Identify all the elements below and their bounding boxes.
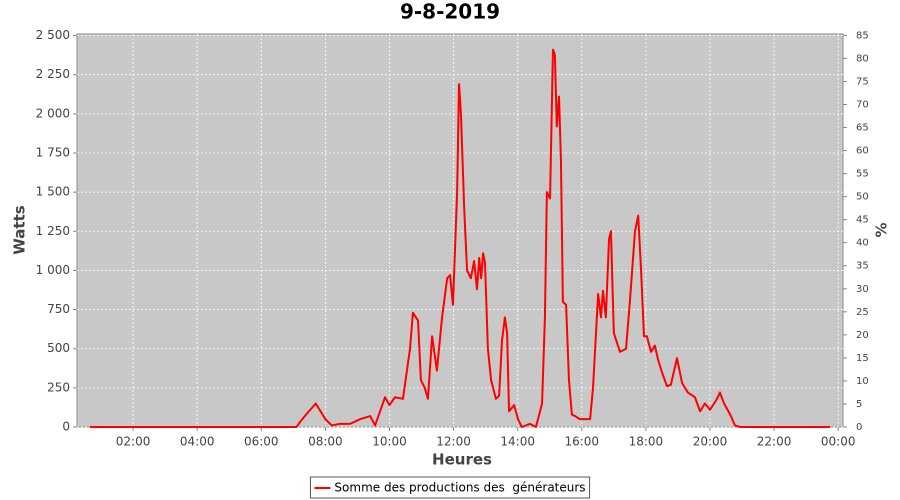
y-tick-label: 1 500 xyxy=(36,185,70,199)
y2-tick-label: 25 xyxy=(856,307,869,318)
x-axis-label: Heures xyxy=(432,451,492,469)
y2-tick-label: 55 xyxy=(856,169,869,180)
y2-tick-label: 10 xyxy=(856,376,869,387)
y2-tick-label: 15 xyxy=(856,353,869,364)
x-tick-label: 20:00 xyxy=(693,435,728,449)
y-tick-label: 2 250 xyxy=(36,67,70,81)
chart-title: 9-8-2019 xyxy=(400,0,500,24)
y2-tick-label: 60 xyxy=(856,146,869,157)
y-tick-label: 500 xyxy=(47,341,70,355)
x-tick-label: 16:00 xyxy=(564,435,599,449)
x-tick-label: 06:00 xyxy=(244,435,279,449)
y2-tick-label: 45 xyxy=(856,215,869,226)
y2-tick-label: 85 xyxy=(856,30,869,41)
y2-tick-label: 80 xyxy=(856,53,869,64)
x-tick-label: 10:00 xyxy=(372,435,407,449)
y-axis-label: Watts xyxy=(11,205,29,254)
y-tick-label: 0 xyxy=(62,420,70,434)
x-tick-label: 02:00 xyxy=(116,435,151,449)
x-tick-label: 22:00 xyxy=(757,435,792,449)
data-line xyxy=(89,48,831,428)
y2-tick-label: 65 xyxy=(856,123,869,134)
legend-box xyxy=(309,476,591,499)
y2-tick-label: 75 xyxy=(856,76,869,87)
y2-tick-label: 20 xyxy=(856,330,869,341)
y2-tick-label: 35 xyxy=(856,261,869,272)
x-tick-label: 18:00 xyxy=(629,435,664,449)
y-tick-label: 2 000 xyxy=(36,106,70,120)
y2-tick-label: 0 xyxy=(856,422,862,433)
legend-label: Somme des productions des générateurs xyxy=(334,481,585,495)
y-tick-label: 1 250 xyxy=(36,224,70,238)
y-tick-label: 1 000 xyxy=(36,263,70,277)
legend: Somme des productions des générateurs xyxy=(309,476,591,499)
y-tick-label: 1 750 xyxy=(36,145,70,159)
y2-tick-label: 70 xyxy=(856,99,869,110)
x-tick-label: 04:00 xyxy=(180,435,215,449)
x-tick-label: 14:00 xyxy=(500,435,535,449)
y-tick-label: 2 500 xyxy=(36,28,70,42)
y-tick-label: 750 xyxy=(47,302,70,316)
x-tick-label: 00:00 xyxy=(821,435,856,449)
y2-tick-label: 30 xyxy=(856,284,869,295)
y-tick-label: 250 xyxy=(47,380,70,394)
y2-tick-label: 5 xyxy=(856,399,862,410)
y2-axis-label: % xyxy=(873,222,891,237)
x-tick-label: 12:00 xyxy=(436,435,471,449)
x-tick-label: 08:00 xyxy=(308,435,343,449)
y2-tick-label: 50 xyxy=(856,192,869,203)
y2-tick-label: 40 xyxy=(856,238,869,249)
